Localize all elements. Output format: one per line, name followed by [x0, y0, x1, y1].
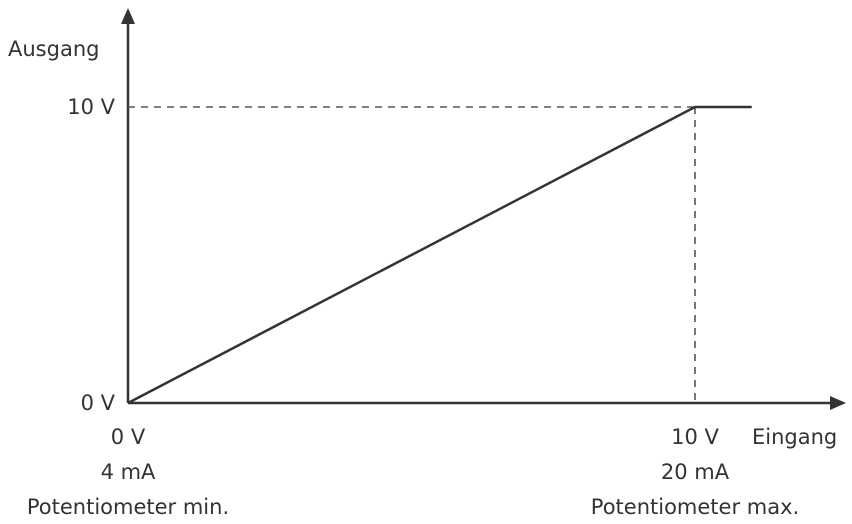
- y-axis-label: Ausgang: [8, 37, 99, 61]
- tick-labels: 0 V 10 V 0 V 4 mA Potentiometer min. 10 V 20 m…: [27, 95, 799, 519]
- x-tick-label: Potentiometer max.: [591, 495, 799, 519]
- y-tick-label: 0 V: [81, 391, 116, 415]
- labels-group: Ausgang Eingang: [8, 37, 837, 449]
- x-tick-label: 10 V: [671, 425, 719, 449]
- reference-lines: [128, 106, 696, 403]
- y-axis-arrowhead: [121, 8, 135, 24]
- x-tick-label: 20 mA: [661, 460, 730, 484]
- x-axis-label: Eingang: [752, 425, 837, 449]
- y-tick-label: 10 V: [67, 95, 115, 119]
- x-tick-label: Potentiometer min.: [27, 495, 229, 519]
- x-axis-arrowhead: [830, 396, 846, 410]
- series-group: [127, 105, 752, 405]
- axes: [121, 8, 846, 410]
- x-tick-label: 0 V: [111, 425, 146, 449]
- x-tick-label: 4 mA: [101, 460, 156, 484]
- series-line-0: [127, 105, 752, 405]
